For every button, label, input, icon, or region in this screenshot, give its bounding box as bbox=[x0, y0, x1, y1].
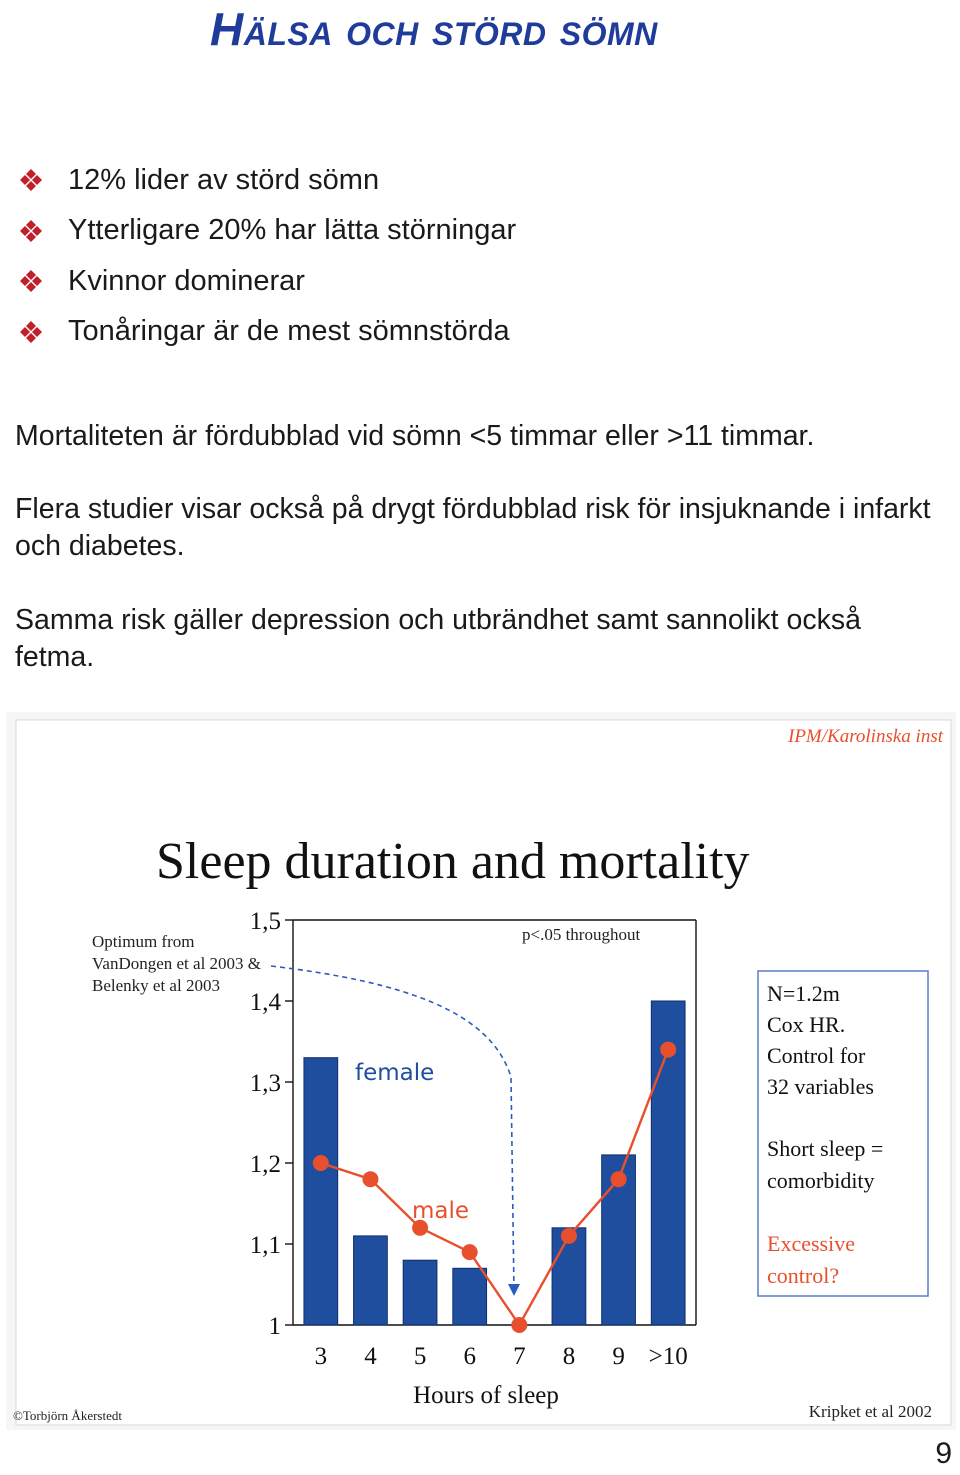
list-item: 12% lider av störd sömn bbox=[14, 155, 516, 206]
y-tick-label: 1 bbox=[269, 1313, 282, 1340]
list-item: Tonåringar är de mest sömnstörda bbox=[14, 307, 516, 358]
info-box-line-5: Short sleep = bbox=[767, 1136, 883, 1161]
point-male bbox=[660, 1041, 677, 1058]
info-box-line-1: N=1.2m bbox=[767, 981, 840, 1006]
info-box-line-3: Control for bbox=[767, 1043, 866, 1068]
list-item: Kvinnor dominerar bbox=[14, 256, 516, 307]
x-tick-label: 7 bbox=[513, 1343, 526, 1370]
line-male bbox=[320, 1049, 670, 1328]
info-box-line-7: Excessive bbox=[767, 1231, 855, 1256]
bullet-text: 12% lider av störd sömn bbox=[68, 163, 380, 196]
point-male bbox=[362, 1171, 379, 1188]
x-tick-label: 3 bbox=[315, 1343, 328, 1370]
bullet-text: Ytterligare 20% har lätta störningar bbox=[68, 214, 517, 247]
y-tick-label: 1,3 bbox=[250, 1070, 281, 1097]
info-box-line-6: comorbidity bbox=[767, 1168, 875, 1193]
point-male bbox=[412, 1219, 429, 1236]
mortality-paragraph: Mortaliteten är fördubblad vid sömn <5 t… bbox=[15, 420, 815, 452]
bar-female bbox=[551, 1227, 587, 1326]
bullet-list: 12% lider av störd sömn Ytterligare 20% … bbox=[14, 155, 516, 357]
x-tick-label: >10 bbox=[649, 1343, 688, 1370]
point-male bbox=[560, 1227, 577, 1244]
bar-female bbox=[452, 1267, 488, 1326]
bullet-text: Kvinnor dominerar bbox=[68, 264, 305, 297]
bar-female bbox=[303, 1057, 339, 1326]
point-male bbox=[312, 1155, 329, 1171]
x-tick-label: 5 bbox=[414, 1343, 427, 1370]
info-box-line-4: 32 variables bbox=[767, 1074, 874, 1099]
bullet-text: Tonåringar är de mest sömnstörda bbox=[68, 315, 510, 348]
x-tick-label: 4 bbox=[364, 1343, 377, 1370]
copyright-label: ©Torbjörn Åkerstedt bbox=[13, 1408, 122, 1423]
x-tick-label: 8 bbox=[563, 1343, 576, 1370]
optimum-arrow-head bbox=[508, 1284, 520, 1296]
list-item: Ytterligare 20% har lätta störningar bbox=[14, 206, 516, 257]
reference-label: Kripket et al 2002 bbox=[809, 1402, 932, 1421]
x-axis-title: Hours of sleep bbox=[413, 1382, 559, 1409]
diamond-cluster-icon bbox=[20, 270, 42, 293]
optimum-note-line-1: Optimum from bbox=[92, 932, 194, 951]
info-box-line-2: Cox HR. bbox=[767, 1012, 845, 1037]
plot-area: 1 1,1 1,2 1,3 1,4 1,5 3 4 5 6 7 8 9 >10 bbox=[250, 908, 697, 1370]
y-tick-label: 1,1 bbox=[250, 1232, 281, 1259]
diamond-cluster-icon bbox=[20, 320, 42, 343]
bar-female bbox=[353, 1235, 388, 1326]
x-tick-label: 6 bbox=[463, 1343, 476, 1370]
risk-paragraph: Samma risk gäller depression och utbränd… bbox=[15, 604, 861, 673]
diamond-cluster-icon bbox=[20, 169, 42, 192]
info-box-line-8: control? bbox=[767, 1263, 839, 1288]
point-male bbox=[461, 1244, 478, 1261]
info-box bbox=[757, 970, 929, 1297]
x-tick-label: 9 bbox=[612, 1343, 625, 1370]
series-label-female: female bbox=[355, 1060, 434, 1086]
y-tick-label: 1,4 bbox=[250, 989, 282, 1016]
bar-female bbox=[402, 1259, 438, 1326]
page-number: 9 bbox=[935, 1437, 952, 1470]
page-title: Hälsa och störd sömn bbox=[210, 3, 658, 55]
chart-figure: 1 1,1 1,2 1,3 1,4 1,5 3 4 5 6 7 8 9 >10 IPM/Karolinsk… bbox=[6, 712, 956, 1430]
p-value-label: p<.05 throughout bbox=[522, 925, 640, 944]
chart-title: Sleep duration and mortality bbox=[156, 833, 750, 890]
y-tick-label: 1,5 bbox=[250, 908, 281, 935]
point-male bbox=[511, 1317, 528, 1333]
point-male bbox=[610, 1171, 627, 1188]
optimum-arrow-line bbox=[270, 965, 515, 1293]
studies-paragraph: Flera studier visar också på drygt fördu… bbox=[15, 493, 931, 562]
diamond-cluster-icon bbox=[20, 219, 42, 242]
sleep-mortality-chart: 1 1,1 1,2 1,3 1,4 1,5 3 4 5 6 7 8 9 >10 IPM/Karolinsk… bbox=[13, 719, 952, 1426]
y-tick-label: 1,2 bbox=[250, 1151, 281, 1178]
optimum-note-line-2: VanDongen et al 2003 & bbox=[92, 954, 261, 973]
optimum-note-line-3: Belenky et al 2003 bbox=[92, 976, 220, 995]
source-label: IPM/Karolinska inst bbox=[787, 726, 944, 747]
series-label-male: male bbox=[412, 1198, 469, 1224]
